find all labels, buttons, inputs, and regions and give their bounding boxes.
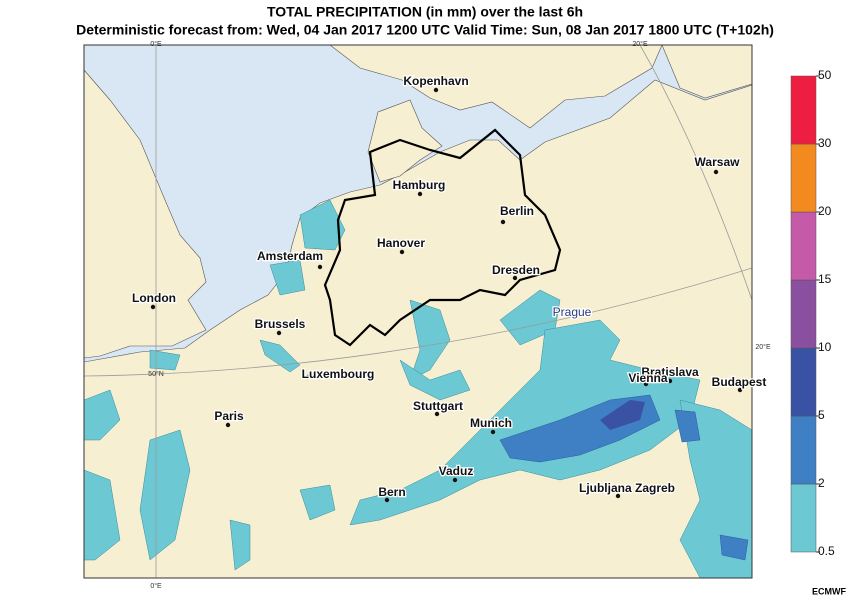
city-dot bbox=[305, 374, 311, 380]
city-dot bbox=[737, 387, 743, 393]
uk bbox=[84, 69, 207, 359]
city-dot bbox=[225, 422, 231, 428]
city-label: Prague bbox=[553, 305, 592, 319]
city-dot bbox=[452, 477, 458, 483]
city-label: Stuttgart bbox=[413, 399, 463, 413]
colorbar-band bbox=[790, 483, 817, 553]
title: TOTAL PRECIPITATION (in mm) over the las… bbox=[267, 4, 583, 20]
city-label: Bern bbox=[378, 485, 405, 499]
city-label: Budapest bbox=[712, 375, 767, 389]
city-dot bbox=[490, 429, 496, 435]
grid-label: 50°N bbox=[148, 370, 164, 378]
city-dot bbox=[500, 219, 506, 225]
colorbar-band bbox=[790, 279, 817, 349]
colorbar-tick-label: 5 bbox=[818, 408, 825, 422]
colorbar-tick-label: 30 bbox=[818, 136, 832, 150]
map bbox=[84, 45, 752, 578]
city-label: Vienna bbox=[628, 371, 667, 385]
graticule bbox=[84, 45, 752, 578]
grid-label: 20°E bbox=[632, 40, 648, 48]
city-dot bbox=[317, 264, 323, 270]
city-label: Hanover bbox=[377, 236, 425, 250]
city-dot bbox=[276, 330, 282, 336]
city-dot bbox=[512, 275, 518, 281]
baltic-coast bbox=[661, 45, 752, 99]
city-dot bbox=[615, 493, 621, 499]
city-label: Amsterdam bbox=[257, 249, 323, 263]
precip-heavy bbox=[600, 400, 645, 430]
colorbar-band bbox=[790, 143, 817, 213]
city-label: Warsaw bbox=[695, 155, 741, 169]
colorbar: 0.5 2 5 10 15 20 30 50 bbox=[790, 68, 835, 558]
colorbar-band bbox=[790, 211, 817, 281]
germany-border bbox=[323, 128, 562, 347]
city-dot bbox=[433, 87, 439, 93]
colorbar-band bbox=[790, 75, 817, 145]
city-label: Brussels bbox=[255, 317, 306, 331]
city-label: Hamburg bbox=[393, 178, 446, 192]
city-dot bbox=[713, 169, 719, 175]
sea bbox=[84, 45, 752, 363]
city-label: Ljubljana Zagreb bbox=[579, 481, 675, 495]
colorbar-tick-label: 50 bbox=[818, 68, 832, 82]
colorbar-tick-label: 20 bbox=[818, 204, 832, 218]
precip-light bbox=[84, 199, 752, 578]
city-label: Paris bbox=[214, 409, 244, 423]
grid-label: 0°E bbox=[150, 582, 162, 590]
grid-label: 0°E bbox=[150, 40, 162, 48]
city-label: Bratislava bbox=[641, 365, 699, 379]
credit: ECMWF bbox=[812, 586, 846, 596]
grid-label: 20°E bbox=[755, 343, 771, 351]
subtitle: Deterministic forecast from: Wed, 04 Jan… bbox=[76, 22, 774, 38]
city-dot bbox=[399, 249, 405, 255]
map-frame bbox=[83, 44, 753, 579]
city-label: Dresden bbox=[492, 263, 540, 277]
scandinavia bbox=[329, 45, 663, 129]
city-dot bbox=[643, 381, 649, 387]
city-label: Munich bbox=[470, 416, 512, 430]
colorbar-tick-label: 10 bbox=[818, 340, 832, 354]
city-label: Vaduz bbox=[439, 464, 474, 478]
colorbar-tick-label: 2 bbox=[818, 476, 825, 490]
city-dot bbox=[434, 411, 440, 417]
city-dot bbox=[384, 497, 390, 503]
city-dot bbox=[417, 191, 423, 197]
city-dot bbox=[667, 378, 673, 384]
colorbar-tick-label: 0.5 bbox=[818, 544, 835, 558]
city-label: Luxembourg bbox=[302, 367, 375, 381]
city-label: London bbox=[132, 291, 176, 305]
city-label: Kopenhavn bbox=[403, 74, 468, 88]
city-dot bbox=[150, 304, 156, 310]
colorbar-band bbox=[790, 347, 817, 417]
colorbar-tick-label: 15 bbox=[818, 272, 832, 286]
colorbar-band bbox=[790, 415, 817, 485]
city-label: Berlin bbox=[500, 204, 534, 218]
